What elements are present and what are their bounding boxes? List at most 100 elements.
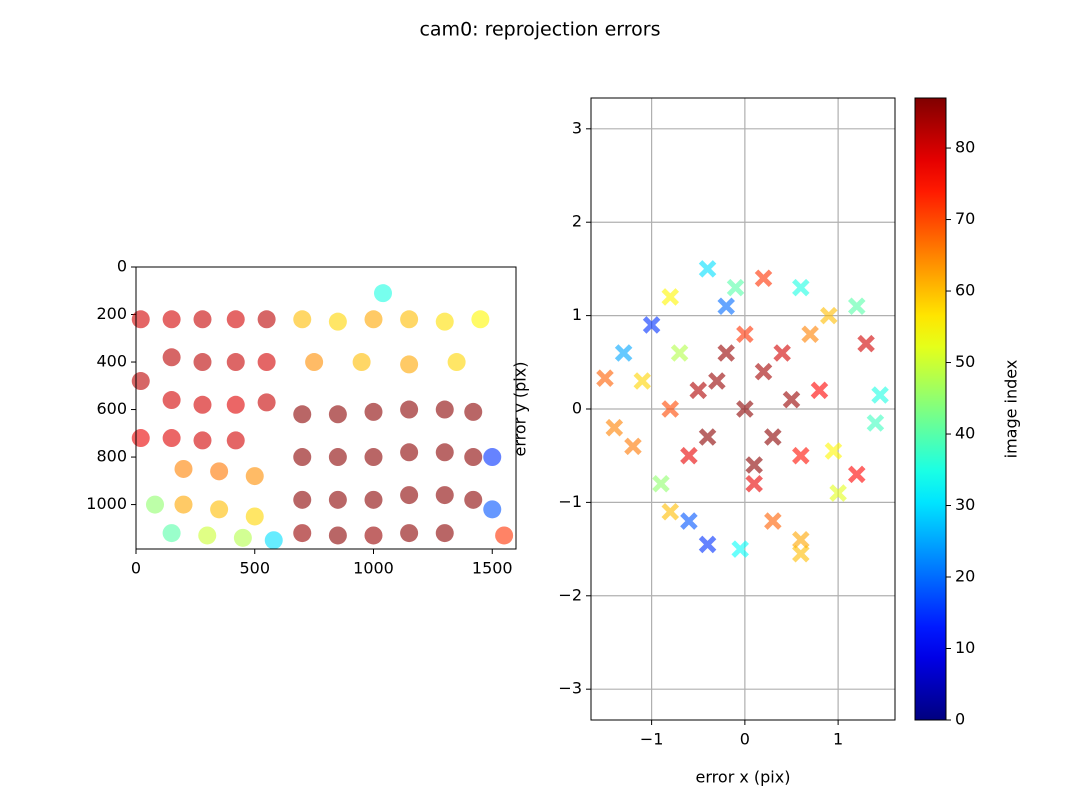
point: [162, 348, 181, 367]
point: [698, 428, 717, 446]
point: [364, 402, 383, 421]
x-tick-label: 0: [740, 730, 750, 749]
colorbar-tick-label: 10: [955, 638, 975, 657]
point: [162, 391, 181, 410]
point: [226, 310, 245, 329]
point: [731, 540, 749, 558]
point: [698, 260, 717, 278]
points: [131, 284, 514, 550]
point: [400, 486, 419, 505]
y-tick-label: 2: [572, 212, 582, 231]
point: [464, 448, 483, 467]
point: [364, 310, 383, 329]
point: [792, 446, 810, 465]
point: [661, 288, 680, 306]
colorbar-tick-label: 60: [955, 281, 975, 300]
point: [773, 344, 791, 362]
colorbar-label: image index: [1002, 360, 1021, 459]
colorbar-tick-label: 80: [955, 138, 975, 157]
point: [131, 372, 150, 391]
point: [328, 405, 347, 424]
point: [745, 456, 763, 474]
point: [162, 310, 181, 329]
y-tick-label: 800: [96, 447, 127, 466]
point: [736, 400, 754, 418]
axes-frame: [590, 97, 896, 721]
point: [364, 526, 383, 545]
y-tick-label: 1: [572, 305, 582, 324]
point: [435, 400, 454, 419]
point: [257, 393, 276, 412]
point: [328, 526, 347, 545]
x-tick-label: 1: [833, 730, 843, 749]
point: [226, 431, 245, 450]
point: [293, 524, 312, 543]
point: [698, 535, 717, 554]
x-axis-label: error x (pix): [696, 768, 791, 787]
y-tick-label: 0: [572, 399, 582, 418]
point: [824, 442, 843, 460]
point: [642, 316, 661, 334]
point: [162, 429, 181, 448]
colorbar-tick-label: 50: [955, 352, 975, 371]
point: [829, 484, 847, 502]
point: [726, 278, 745, 297]
point: [193, 353, 212, 372]
point: [352, 353, 371, 372]
point: [680, 512, 698, 530]
point: [400, 355, 419, 374]
point: [792, 278, 810, 297]
point: [245, 507, 264, 526]
point: [483, 448, 502, 467]
point: [717, 344, 735, 362]
point: [435, 486, 454, 505]
point: [400, 443, 419, 462]
point: [792, 544, 810, 563]
point: [305, 353, 324, 372]
colorbar-tick-label: 70: [955, 209, 975, 228]
point: [328, 448, 347, 467]
y-tick-label: 3: [572, 118, 582, 137]
y-tick-label: −2: [558, 585, 582, 604]
point: [226, 395, 245, 414]
point: [495, 526, 514, 545]
axes-frame: [135, 266, 517, 550]
point: [764, 428, 782, 446]
point: [754, 362, 773, 381]
point: [364, 448, 383, 467]
y-tick-label: 1000: [86, 494, 127, 513]
point: [435, 443, 454, 462]
point: [210, 500, 229, 519]
point: [661, 400, 680, 418]
point: [847, 465, 866, 484]
point: [661, 502, 680, 521]
x-tick-label: 500: [239, 559, 270, 578]
point: [400, 310, 419, 329]
point: [293, 405, 312, 424]
point: [596, 369, 614, 387]
colorbar-tick-label: 40: [955, 424, 975, 443]
point: [131, 429, 150, 448]
point: [328, 490, 347, 509]
y-tick-label: −1: [558, 492, 582, 511]
point: [471, 310, 490, 329]
x-tick-label: 1500: [472, 559, 513, 578]
point: [689, 381, 708, 400]
colorbar: [914, 97, 947, 721]
x-tick-label: −1: [640, 730, 664, 749]
point: [193, 431, 212, 450]
point: [866, 414, 885, 432]
point: [400, 400, 419, 419]
point: [652, 474, 670, 493]
figure-title: cam0: reprojection errors: [419, 19, 660, 41]
y-tick-label: 200: [96, 304, 127, 323]
point: [847, 297, 866, 316]
y-tick-label: 600: [96, 399, 127, 418]
y-tick-label: 400: [96, 352, 127, 371]
point: [447, 353, 466, 372]
point: [680, 446, 698, 465]
point: [483, 500, 502, 519]
point: [782, 390, 801, 409]
point: [146, 495, 164, 514]
